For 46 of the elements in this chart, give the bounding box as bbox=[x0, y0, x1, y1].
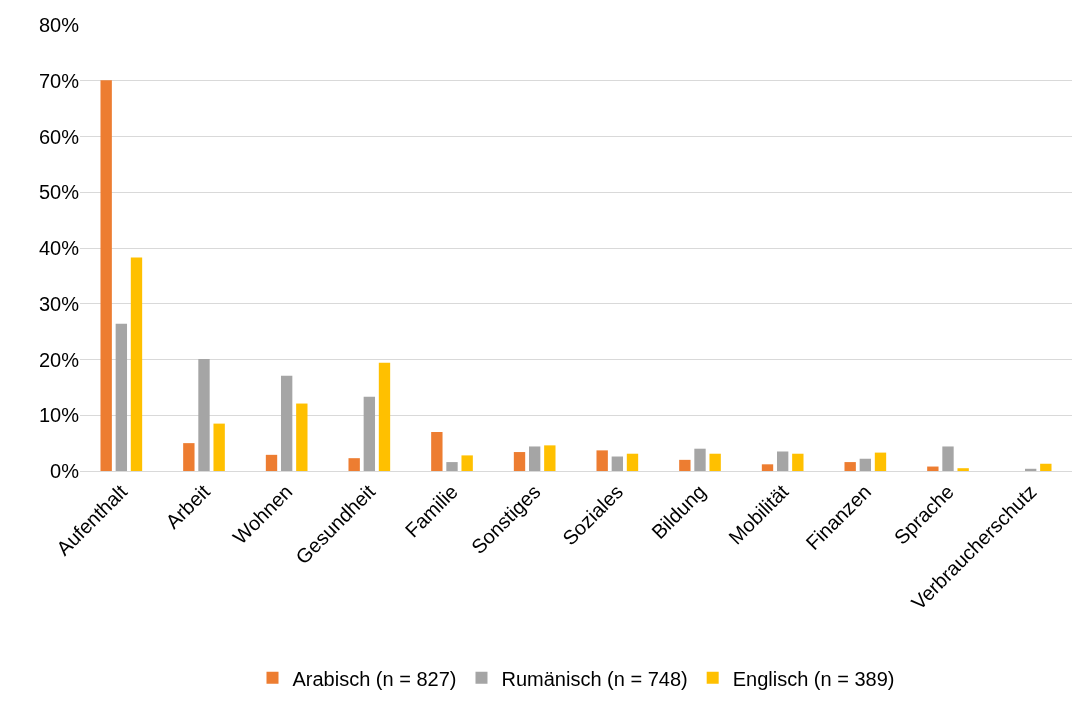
y-tick-label: 50% bbox=[38, 181, 80, 204]
bar bbox=[348, 458, 360, 471]
bar bbox=[679, 459, 691, 471]
bar bbox=[874, 452, 887, 471]
bar bbox=[709, 453, 721, 471]
bar bbox=[792, 453, 804, 471]
bar bbox=[544, 445, 556, 471]
bar bbox=[957, 468, 969, 471]
bar bbox=[927, 466, 939, 471]
bar bbox=[844, 462, 856, 471]
bar bbox=[761, 464, 774, 471]
bar bbox=[280, 375, 293, 471]
legend-label: Englisch (n = 389) bbox=[732, 667, 895, 690]
y-tick-label: 30% bbox=[38, 292, 80, 315]
bar bbox=[115, 323, 128, 471]
bar bbox=[130, 257, 143, 471]
y-tick-label: 10% bbox=[38, 404, 80, 427]
y-tick-label: 80% bbox=[38, 14, 80, 36]
bar bbox=[596, 450, 608, 471]
bar bbox=[265, 454, 278, 471]
bar bbox=[100, 80, 112, 471]
y-tick-label: 20% bbox=[38, 348, 80, 371]
bar bbox=[611, 456, 624, 471]
bar bbox=[378, 362, 391, 471]
legend-label: Arabisch (n = 827) bbox=[292, 667, 457, 690]
bar bbox=[213, 423, 225, 471]
bar bbox=[1040, 463, 1052, 471]
bar bbox=[859, 458, 872, 471]
bar bbox=[431, 431, 443, 471]
bar bbox=[942, 446, 954, 471]
bar bbox=[296, 403, 308, 471]
y-tick-label: 40% bbox=[38, 237, 80, 259]
bar bbox=[528, 446, 541, 471]
y-tick-label: 70% bbox=[38, 69, 80, 92]
y-tick-label: 0% bbox=[50, 460, 80, 482]
bar bbox=[446, 462, 458, 471]
bar bbox=[363, 396, 376, 471]
y-tick-label: 60% bbox=[38, 125, 80, 148]
bar bbox=[198, 358, 210, 471]
legend-label: Rumänisch (n = 748) bbox=[501, 667, 688, 690]
bar bbox=[626, 453, 639, 471]
bar bbox=[513, 452, 526, 471]
bar bbox=[776, 451, 789, 471]
bar bbox=[461, 455, 473, 471]
bar bbox=[694, 448, 706, 471]
bar bbox=[183, 443, 195, 471]
